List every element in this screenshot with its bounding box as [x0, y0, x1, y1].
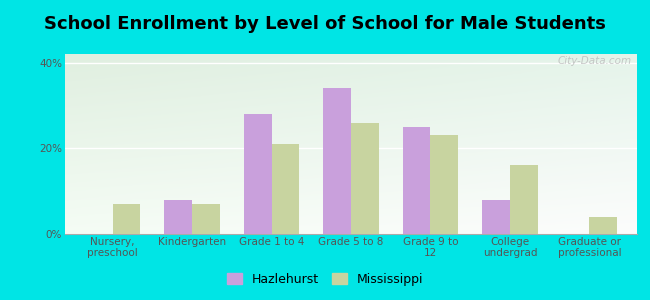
Bar [112, 204, 140, 234]
Text: City-Data.com: City-Data.com [557, 56, 631, 66]
Bar [402, 127, 430, 234]
Bar [482, 200, 510, 234]
Bar [510, 165, 538, 234]
Bar [244, 114, 272, 234]
Text: School Enrollment by Level of School for Male Students: School Enrollment by Level of School for… [44, 15, 606, 33]
Bar [323, 88, 351, 234]
Bar [430, 135, 458, 234]
Bar [272, 144, 300, 234]
Bar [164, 200, 192, 234]
Bar [590, 217, 617, 234]
Bar [192, 204, 220, 234]
Legend: Hazlehurst, Mississippi: Hazlehurst, Mississippi [222, 268, 428, 291]
Bar [351, 123, 379, 234]
